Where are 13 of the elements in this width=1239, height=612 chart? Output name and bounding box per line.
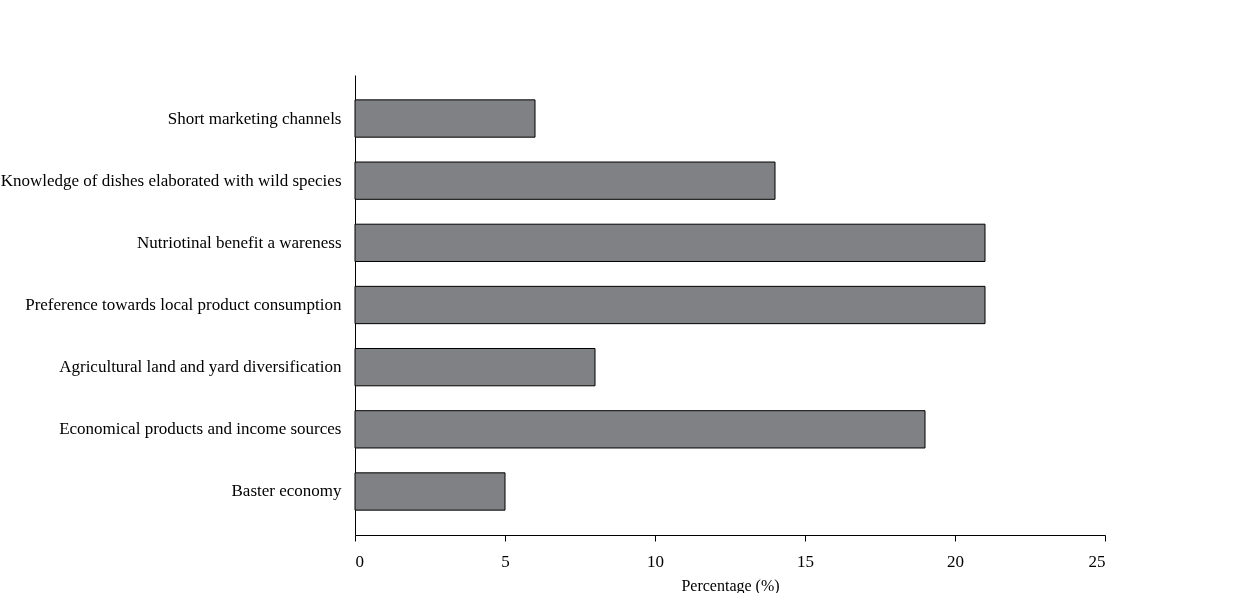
x-tick-label: 0 [355,551,364,571]
x-tick-label: 10 [647,551,664,571]
y-tick-label: Agricultural land and yard diversification [59,357,342,377]
y-tick-label: Baster economy [231,481,342,501]
x-tick-label: 15 [797,551,814,571]
y-tick-label: Knowledge of dishes elaborated with wild species [0,170,342,190]
y-tick-label: Preference towards local product consumption [25,295,342,314]
x-tick-label: 5 [501,551,510,571]
x-tick-label: 20 [947,551,964,571]
y-tick-label: Nutriotinal benefit a wareness [137,232,342,252]
y-tick-label: Short marketing channels [167,108,342,128]
y-tick-label: Economical products and income sources [59,419,342,439]
x-tick-label: 25 [1088,551,1106,571]
